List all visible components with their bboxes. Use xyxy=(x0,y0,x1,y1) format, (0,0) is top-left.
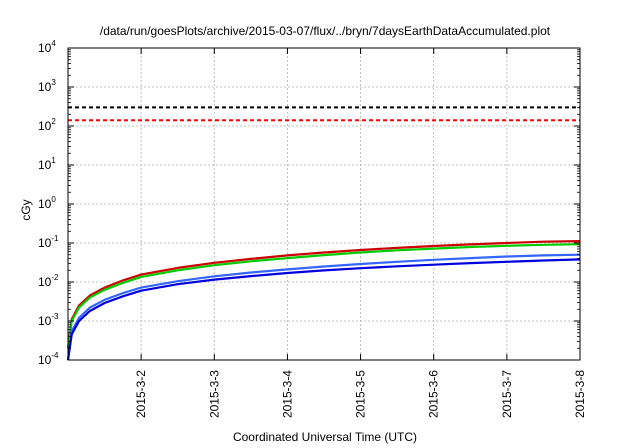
y-tick-label: 10-4 xyxy=(38,351,59,367)
reference-lines xyxy=(68,106,580,122)
y-tick-label: 103 xyxy=(38,78,56,94)
x-tick-label: 2015-3-8 xyxy=(573,370,587,418)
series-line xyxy=(66,240,581,349)
x-tick-label: 2015-3-4 xyxy=(280,370,294,418)
y-tick-label: 101 xyxy=(38,156,56,172)
tick-marks xyxy=(68,47,581,361)
y-tick-labels: 10-4 10-3 10-2 10-1 100 101 102 103 104 xyxy=(38,39,59,367)
series-line xyxy=(66,243,581,349)
y-tick-label: 100 xyxy=(38,195,56,211)
y-tick-label: 102 xyxy=(38,117,56,133)
x-tick-labels: 2015-3-2 2015-3-3 2015-3-4 2015-3-5 2015-3-6… xyxy=(134,370,587,418)
x-tick-label: 2015-3-2 xyxy=(134,370,148,418)
y-tick-label: 10-1 xyxy=(38,234,59,250)
series-line xyxy=(66,258,581,361)
series-lines xyxy=(66,240,581,361)
chart-title: /data/run/goesPlots/archive/2015-03-07/f… xyxy=(100,24,551,38)
x-tick-label: 2015-3-6 xyxy=(427,370,441,418)
x-axis-label: Coordinated Universal Time (UTC) xyxy=(233,430,417,444)
y-axis-label: cGy xyxy=(19,199,33,220)
series-line xyxy=(66,253,581,361)
x-tick-label: 2015-3-5 xyxy=(354,370,368,418)
y-tick-label: 10-3 xyxy=(38,312,59,328)
y-tick-label: 104 xyxy=(38,39,56,55)
x-tick-label: 2015-3-7 xyxy=(500,370,514,418)
x-tick-label: 2015-3-3 xyxy=(207,370,221,418)
y-tick-label: 10-2 xyxy=(38,273,59,289)
grid xyxy=(68,48,580,360)
